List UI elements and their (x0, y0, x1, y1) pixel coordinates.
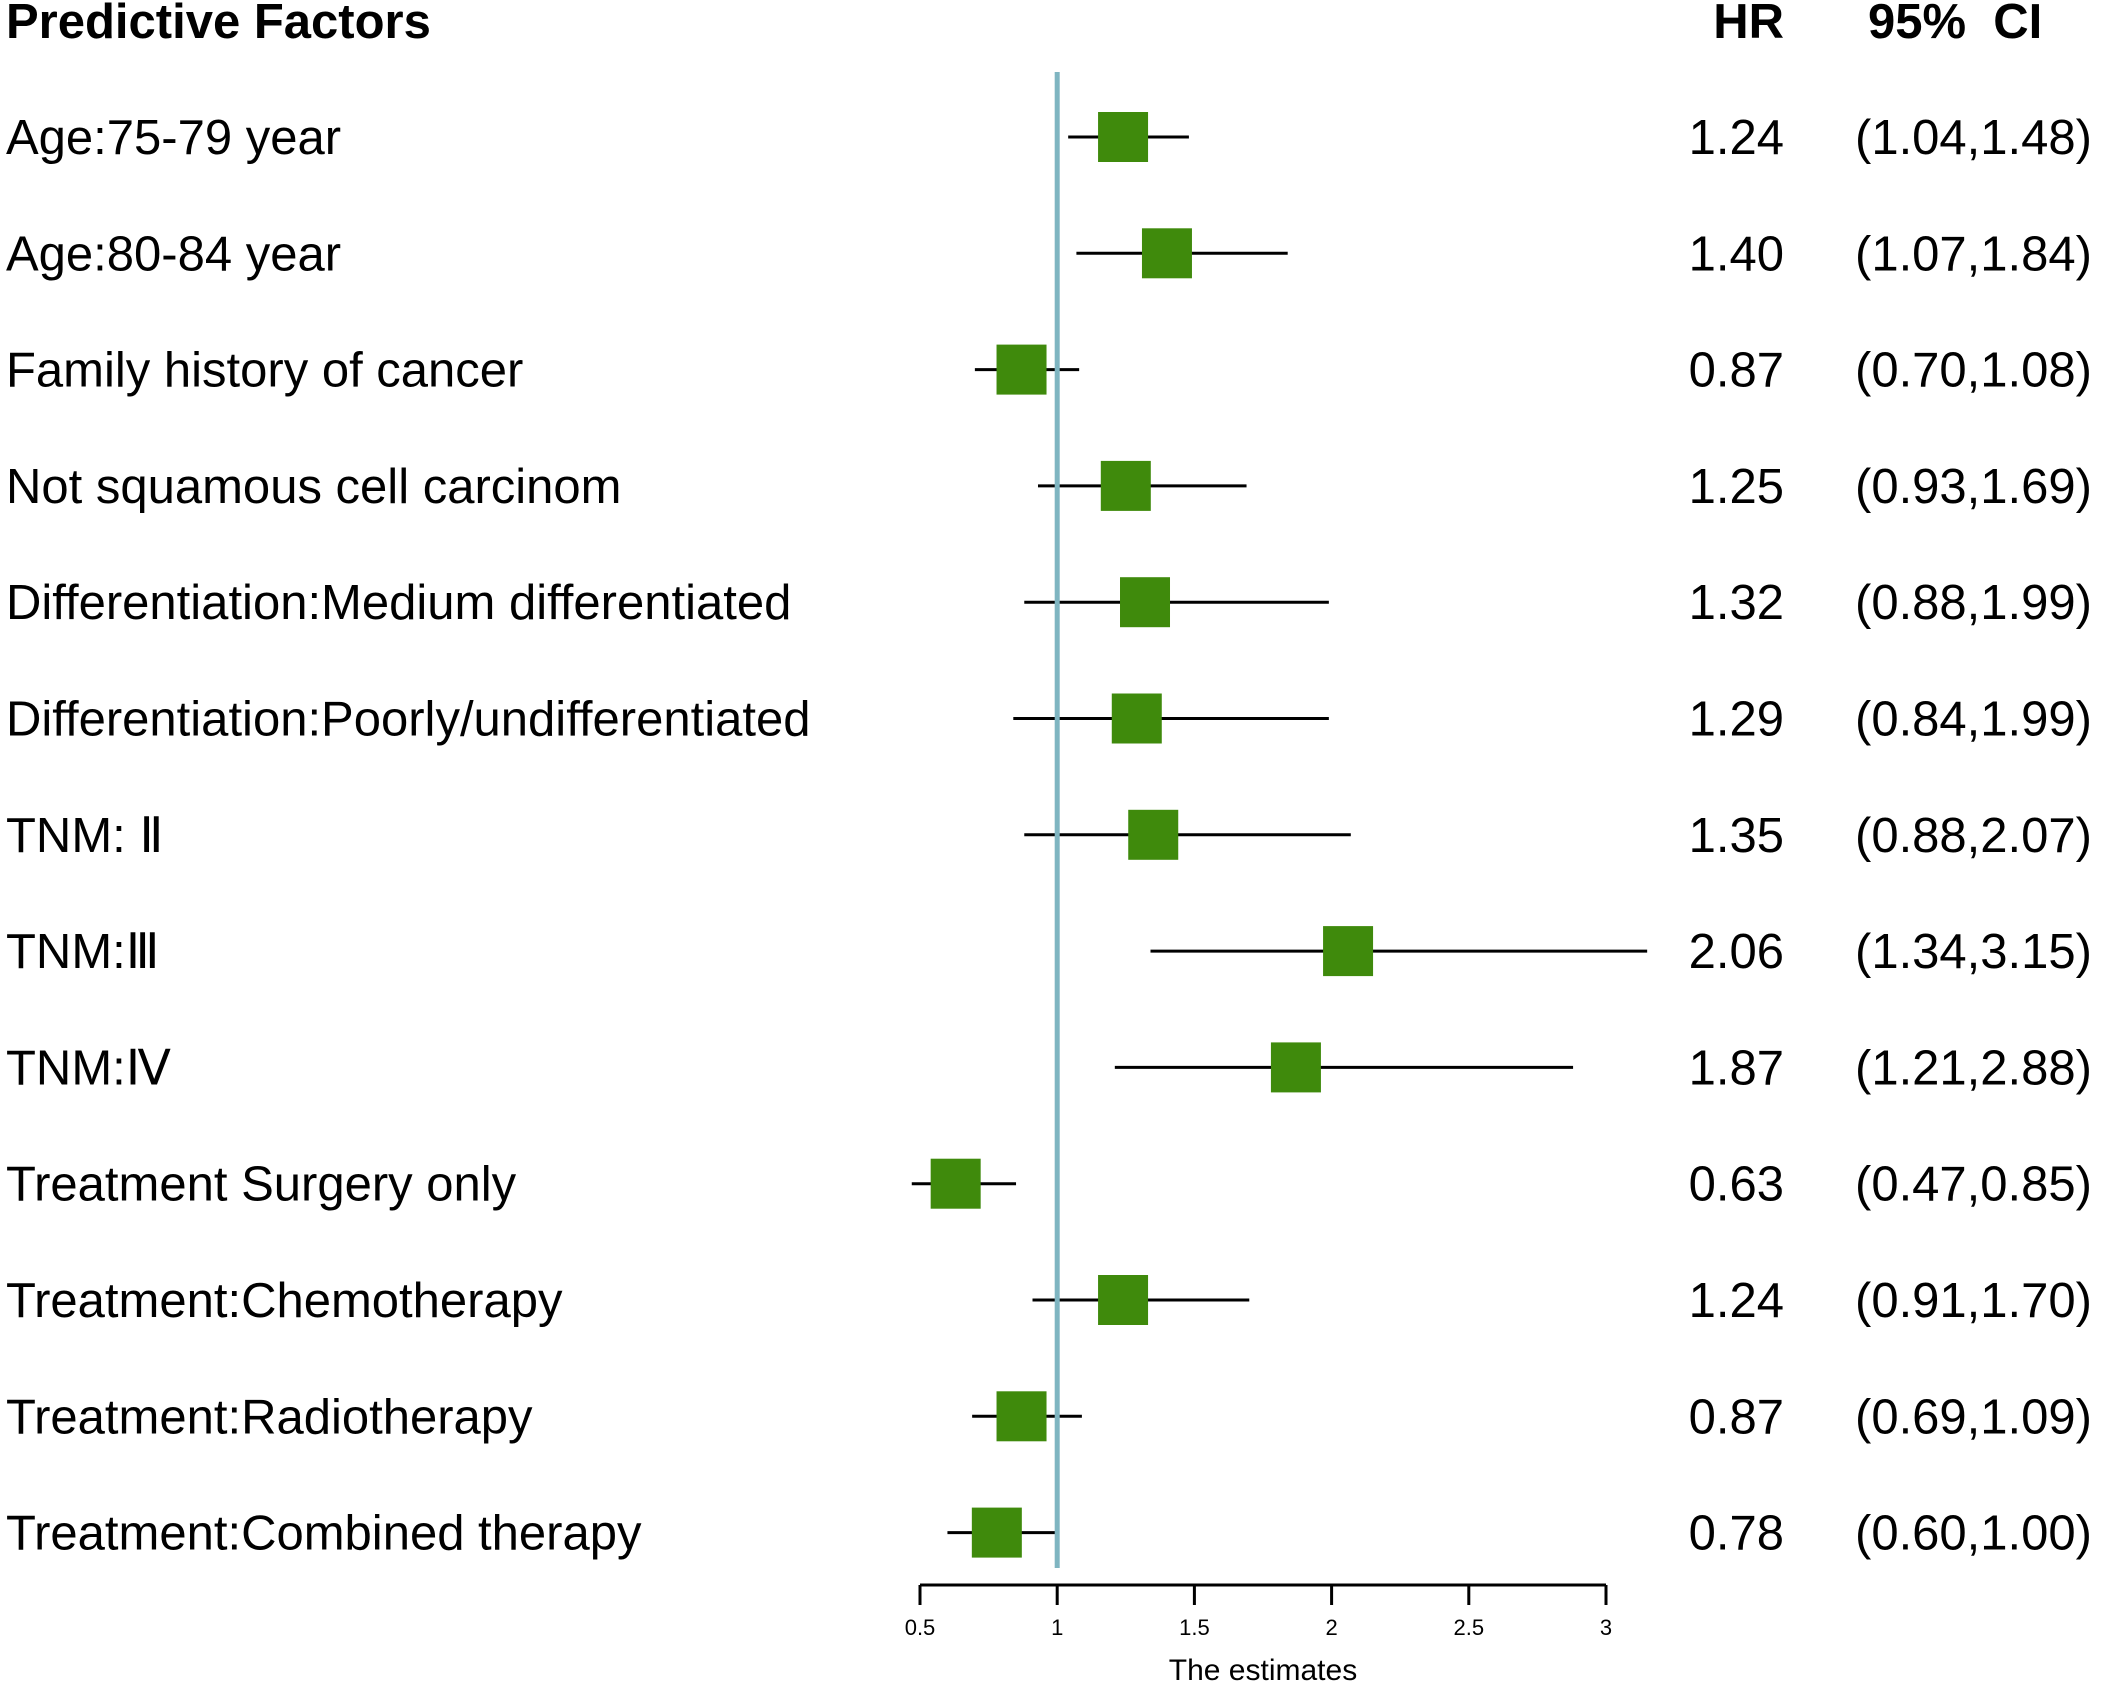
hr-marker (1100, 460, 1151, 511)
hr-marker (996, 1391, 1047, 1442)
ci-value: (1.34,3.15) (1855, 925, 2092, 979)
forest-row: Family history of cancer 0.87 (0.70,1.08) (6, 344, 2092, 398)
forest-row: TNM:Ⅳ 1.87 (1.21,2.88) (6, 1041, 2092, 1095)
row-label: TNM: Ⅱ (6, 809, 163, 863)
forest-row: Treatment:Radiotherapy 0.87 (0.69,1.09) (6, 1390, 2092, 1444)
ci-value: (0.93,1.69) (1855, 460, 2092, 514)
x-tick-label: 1.5 (1179, 1615, 1210, 1640)
ci-value: (0.91,1.70) (1855, 1274, 2092, 1328)
hr-value: 1.29 (1689, 693, 1784, 747)
ci-value: (0.88,1.99) (1855, 576, 2092, 630)
hr-value: 0.63 (1689, 1158, 1784, 1212)
header-predictive-factors: Predictive Factors (6, 0, 431, 49)
hr-marker (1141, 228, 1192, 279)
hr-marker (1098, 1275, 1149, 1325)
hr-marker (1270, 1042, 1321, 1093)
header-hr: HR (1713, 0, 1784, 49)
hr-value: 1.25 (1689, 460, 1784, 514)
row-label: Treatment:Combined therapy (6, 1507, 642, 1561)
forest-row: Age:80-84 year 1.40 (1.07,1.84) (6, 227, 2092, 281)
hr-value: 0.78 (1689, 1507, 1784, 1561)
hr-marker (1323, 926, 1374, 977)
forest-row: Differentiation:Medium differentiated 1.3… (6, 576, 2092, 630)
hr-value: 1.87 (1689, 1041, 1784, 1095)
x-tick-label: 2.5 (1454, 1615, 1485, 1640)
forest-row: Not squamous cell carcinom 1.25 (0.93,1.69… (6, 460, 2092, 514)
row-label: TNM:Ⅳ (6, 1041, 171, 1095)
forest-row: TNM:Ⅲ 2.06 (1.34,3.15) (6, 925, 2092, 979)
row-label: Differentiation:Medium differentiated (6, 576, 791, 630)
ci-value: (1.04,1.48) (1855, 111, 2092, 165)
row-label: TNM:Ⅲ (6, 925, 160, 979)
hr-marker (1120, 577, 1171, 628)
hr-value: 1.40 (1689, 227, 1784, 281)
row-label: Family history of cancer (6, 344, 523, 398)
x-tick-label: 3 (1600, 1615, 1612, 1640)
x-tick-label: 1 (1051, 1615, 1063, 1640)
row-label: Treatment:Radiotherapy (6, 1390, 533, 1444)
x-axis: 0.5 1 1.5 2 2.5 3 (905, 1583, 1612, 1640)
hr-marker (1111, 693, 1162, 744)
forest-row: Treatment Surgery only 0.63 (0.47,0.85) (6, 1158, 2092, 1212)
ci-value: (0.88,2.07) (1855, 809, 2092, 863)
hr-value: 1.24 (1689, 111, 1784, 165)
forest-row: Age:75-79 year 1.24 (1.04,1.48) (6, 111, 2092, 165)
hr-value: 1.24 (1689, 1274, 1784, 1328)
ci-value: (0.84,1.99) (1855, 693, 2092, 747)
ci-value: (0.69,1.09) (1855, 1390, 2092, 1444)
ci-value: (0.47,0.85) (1855, 1158, 2092, 1212)
hr-marker (930, 1158, 981, 1209)
hr-marker (1128, 809, 1179, 860)
hr-value: 0.87 (1689, 344, 1784, 398)
hr-marker (971, 1507, 1022, 1558)
row-label: Not squamous cell carcinom (6, 460, 621, 514)
hr-value: 1.35 (1689, 809, 1784, 863)
header-ci: 95% CI (1868, 0, 2042, 49)
ci-value: (0.70,1.08) (1855, 344, 2092, 398)
ci-value: (0.60,1.00) (1855, 1507, 2092, 1561)
row-label: Age:80-84 year (6, 227, 341, 281)
rows-layer: Age:75-79 year 1.24 (1.04,1.48) Age:80-84 y… (6, 111, 2092, 1561)
hr-value: 2.06 (1689, 925, 1784, 979)
ci-value: (1.21,2.88) (1855, 1041, 2092, 1095)
hr-marker (1098, 112, 1149, 162)
row-label: Age:75-79 year (6, 111, 341, 165)
hr-value: 0.87 (1689, 1390, 1784, 1444)
forest-row: TNM: Ⅱ 1.35 (0.88,2.07) (6, 809, 2092, 863)
hr-marker (996, 344, 1047, 395)
hr-value: 1.32 (1689, 576, 1784, 630)
forest-row: Differentiation:Poorly/undifferentiated 1… (6, 693, 2092, 747)
x-tick-label: 0.5 (905, 1615, 936, 1640)
row-label: Treatment:Chemotherapy (6, 1274, 563, 1328)
forest-row: Treatment:Chemotherapy 1.24 (0.91,1.70) (6, 1274, 2092, 1328)
row-label: Differentiation:Poorly/undifferentiated (6, 693, 810, 747)
row-label: Treatment Surgery only (6, 1158, 517, 1212)
x-tick-label: 2 (1325, 1615, 1337, 1640)
forest-row: Treatment:Combined therapy 0.78 (0.60,1.00… (6, 1507, 2092, 1561)
x-axis-title: The estimates (1169, 1654, 1357, 1687)
ci-value: (1.07,1.84) (1855, 227, 2092, 281)
